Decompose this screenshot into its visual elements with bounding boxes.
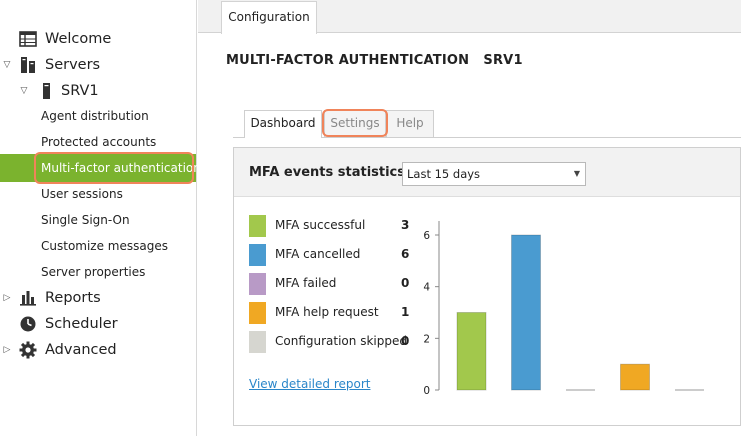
- legend-label: MFA failed: [275, 276, 337, 290]
- legend-value: 0: [401, 334, 410, 348]
- legend-label: MFA successful: [275, 218, 366, 232]
- date-range-select[interactable]: Last 15 days ▼: [402, 162, 586, 186]
- expand-right-icon[interactable]: ▷: [3, 293, 11, 303]
- tree-item-label: Server properties: [41, 265, 146, 279]
- tree-item-advanced[interactable]: ▷ Advanced: [0, 337, 196, 363]
- tree-item-label: Customize messages: [41, 239, 168, 253]
- expand-down-icon[interactable]: ▽: [3, 60, 11, 70]
- y-tick-label: 2: [423, 333, 430, 345]
- server-icon: [43, 83, 50, 99]
- chart-bar: [620, 363, 650, 391]
- clock-icon: [20, 316, 36, 332]
- legend-swatch: [249, 302, 266, 324]
- chart-bar: [511, 234, 541, 391]
- expand-right-icon[interactable]: ▷: [3, 345, 11, 355]
- tree-item-welcome-label: Welcome: [45, 31, 112, 47]
- panel-header: MFA events statistics Last 15 days ▼: [234, 148, 740, 197]
- legend-swatch: [249, 273, 266, 295]
- view-detailed-report-link[interactable]: View detailed report: [249, 377, 371, 391]
- tab-help[interactable]: Help: [386, 110, 434, 137]
- legend-swatch: [249, 215, 266, 237]
- legend-item: MFA help request 1: [249, 302, 409, 324]
- servers-icon: [21, 57, 35, 73]
- tree-item-multi-factor-authentication[interactable]: Multi-factor authentication: [0, 154, 201, 182]
- date-range-value: Last 15 days: [407, 167, 481, 181]
- chevron-down-icon: ▼: [573, 169, 580, 178]
- tree-item-label: User sessions: [41, 187, 123, 201]
- navigation-tree: Welcome ▽ Servers ▽ SRV1 Agent distribut…: [0, 0, 201, 436]
- tree-item-servers[interactable]: ▽ Servers: [0, 52, 196, 78]
- tree-item-advanced-label: Advanced: [45, 342, 117, 358]
- tree-item-customize-messages[interactable]: Customize messages: [0, 233, 196, 259]
- tree-item-agent-distribution[interactable]: Agent distribution: [0, 103, 196, 129]
- tab-divider: [233, 137, 741, 138]
- expand-down-icon[interactable]: ▽: [20, 86, 28, 96]
- tree-item-srv1-label: SRV1: [61, 83, 99, 99]
- tree-item-protected-accounts[interactable]: Protected accounts: [0, 129, 196, 155]
- legend-swatch: [249, 244, 266, 266]
- page-title: MULTI-FACTOR AUTHENTICATION SRV1: [226, 53, 523, 68]
- legend-label: MFA cancelled: [275, 247, 361, 261]
- tree-item-user-sessions[interactable]: User sessions: [0, 181, 196, 207]
- tree-item-reports[interactable]: ▷ Reports: [0, 285, 196, 311]
- legend-item: MFA successful 3: [249, 215, 409, 237]
- mfa-bar-chart: 0 2 4 6: [423, 221, 704, 397]
- y-tick-label: 4: [423, 282, 430, 294]
- mfa-statistics-panel: MFA events statistics Last 15 days ▼ MFA…: [233, 147, 741, 426]
- reports-icon: [20, 291, 36, 306]
- chart-bar: [456, 312, 487, 391]
- legend-item: Configuration skipped 0: [249, 331, 409, 353]
- tree-item-label: Agent distribution: [41, 109, 149, 123]
- tree-item-reports-label: Reports: [45, 290, 101, 306]
- tree-item-servers-label: Servers: [45, 57, 101, 73]
- tree-item-server-properties[interactable]: Server properties: [0, 259, 196, 285]
- tree-item-scheduler-label: Scheduler: [45, 316, 118, 332]
- y-tick-label: 0: [423, 385, 430, 397]
- gear-icon: [19, 341, 37, 359]
- legend-value: 6: [401, 247, 410, 261]
- tab-configuration[interactable]: Configuration: [221, 1, 317, 34]
- tree-item-single-sign-on[interactable]: Single Sign-On: [0, 207, 196, 233]
- tree-item-scheduler[interactable]: Scheduler: [0, 311, 196, 337]
- panel-title: MFA events statistics: [249, 165, 405, 180]
- tree-item-label: Protected accounts: [41, 135, 157, 149]
- tree-item-srv1[interactable]: ▽ SRV1: [0, 78, 196, 104]
- tab-settings[interactable]: Settings: [324, 110, 386, 137]
- legend-value: 3: [401, 218, 410, 232]
- legend-item: MFA cancelled 6: [249, 244, 409, 266]
- legend-value: 0: [401, 276, 410, 290]
- tab-dashboard[interactable]: Dashboard: [244, 110, 322, 138]
- welcome-icon: [19, 31, 37, 47]
- y-tick-label: 6: [423, 230, 430, 242]
- legend-label: Configuration skipped: [275, 334, 407, 348]
- legend-swatch: [249, 331, 266, 353]
- legend-item: MFA failed 0: [249, 273, 409, 295]
- tree-item-label: Single Sign-On: [41, 213, 130, 227]
- legend-label: MFA help request: [275, 305, 379, 319]
- tree-item-label: Multi-factor authentication: [41, 161, 201, 175]
- legend-value: 1: [401, 305, 410, 319]
- tree-item-welcome[interactable]: Welcome: [0, 26, 196, 52]
